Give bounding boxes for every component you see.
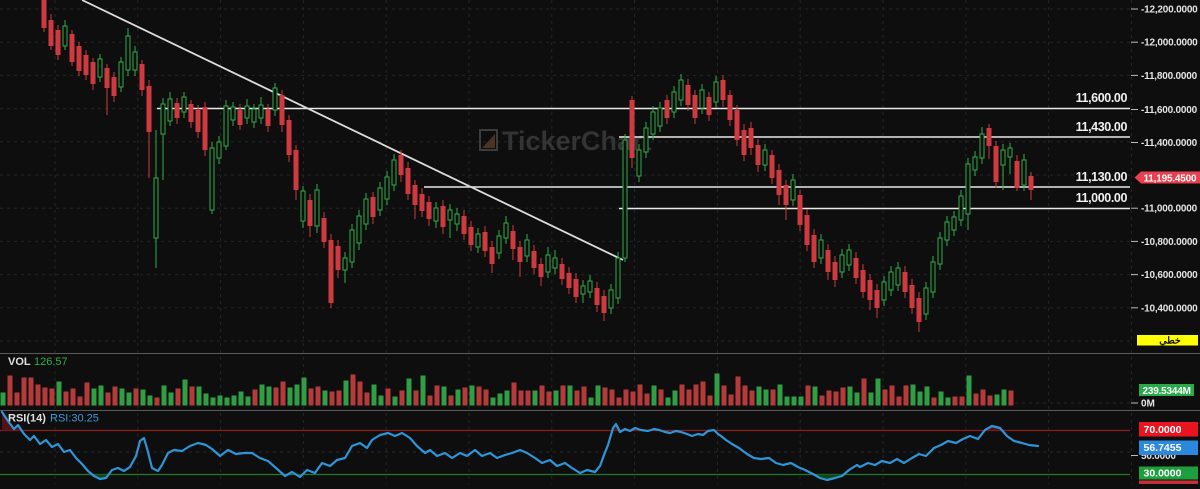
svg-text:56.7455: 56.7455 [1144,442,1182,454]
svg-text:11,000.00: 11,000.00 [1076,191,1128,205]
svg-text:-10,800.0000: -10,800.0000 [1141,237,1198,248]
svg-text:30.0000: 30.0000 [1144,468,1182,480]
svg-text:-12,000.0000: -12,000.0000 [1141,38,1198,49]
svg-text:RSI(14): RSI(14) [8,413,46,425]
svg-text:-11,800.0000: -11,800.0000 [1141,71,1198,82]
svg-text:239.5344M: 239.5344M [1143,386,1191,397]
svg-text:126.57: 126.57 [34,356,68,368]
svg-text:11,195.4500: 11,195.4500 [1144,174,1197,185]
svg-text:TickerChart: TickerChart [502,126,652,156]
svg-text:VOL: VOL [8,356,31,368]
svg-text:11,430.00: 11,430.00 [1076,120,1128,134]
svg-text:RSI:30.25: RSI:30.25 [50,413,99,425]
svg-text:-10,600.0000: -10,600.0000 [1141,270,1198,281]
svg-text:50.0000: 50.0000 [1141,451,1176,462]
svg-text:-11,400.0000: -11,400.0000 [1141,138,1198,149]
svg-text:-11,600.0000: -11,600.0000 [1141,105,1198,116]
svg-text:11,600.00: 11,600.00 [1076,91,1128,105]
svg-text:-11,000.0000: -11,000.0000 [1141,204,1198,215]
svg-text:0M: 0M [1141,399,1155,410]
svg-text:-10,400.0000: -10,400.0000 [1141,303,1198,314]
svg-text:خطي: خطي [1159,336,1181,347]
svg-text:11,130.00: 11,130.00 [1076,170,1128,184]
svg-text:70.0000: 70.0000 [1144,424,1182,436]
svg-text:-12,200.0000: -12,200.0000 [1141,5,1198,16]
